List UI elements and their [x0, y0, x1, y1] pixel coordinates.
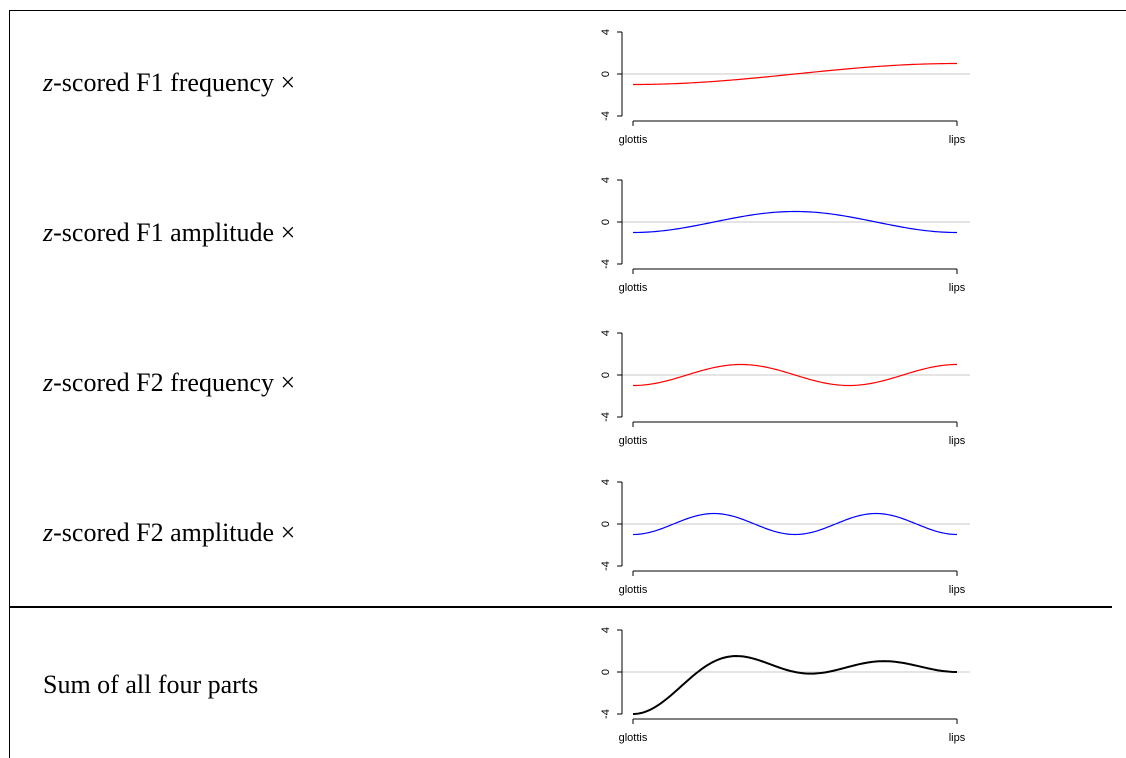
row-label-text: Sum of all four parts [43, 670, 259, 699]
x-tick-label: glottis [619, 134, 648, 146]
y-tick-label: -4 [600, 412, 612, 422]
panel-4: -4 0 4 glottis lips [600, 479, 970, 596]
x-tick-label: lips [949, 584, 966, 596]
row-label-text: -scored F2 frequency × [53, 368, 296, 397]
x-tick-label: glottis [619, 584, 648, 596]
x-tick-label: lips [949, 282, 966, 294]
y-tick-label: 0 [600, 521, 612, 527]
y-tick-label: 0 [600, 71, 612, 77]
y-tick-label: 0 [600, 372, 612, 378]
row-label-text: -scored F1 amplitude × [53, 218, 296, 247]
series-curve [632, 512, 958, 536]
y-tick-label: -4 [600, 709, 612, 719]
x-tick-label: lips [949, 435, 966, 447]
series-curve [632, 363, 958, 387]
series-curve [632, 210, 958, 234]
frame-left-border [9, 10, 10, 758]
panel-1: -4 0 4 glottis lips [600, 29, 970, 146]
y-tick-label: -4 [600, 259, 612, 269]
y-tick-label: -4 [600, 111, 612, 121]
x-tick-label: lips [949, 732, 966, 744]
row-label-prefix: z [43, 518, 54, 547]
y-tick-label: 4 [600, 29, 612, 35]
row-label-prefix: z [43, 368, 54, 397]
row-label-text: -scored F1 frequency × [53, 68, 296, 97]
panel-2: -4 0 4 glottis lips [600, 177, 970, 294]
row-label-prefix: z [43, 68, 54, 97]
row-label-prefix: z [43, 218, 54, 247]
row-label-f1-frequency: z-scored F1 frequency × [43, 70, 295, 96]
panel-5: -4 0 4 glottis lips [600, 627, 970, 744]
y-tick-label: 0 [600, 669, 612, 675]
row-label-f1-amplitude: z-scored F1 amplitude × [43, 220, 295, 246]
panel-3: -4 0 4 glottis lips [600, 330, 970, 447]
row-label-f2-frequency: z-scored F2 frequency × [43, 370, 295, 396]
y-tick-label: 4 [600, 479, 612, 485]
x-tick-label: lips [949, 134, 966, 146]
y-tick-label: 4 [600, 330, 612, 336]
series-curve [632, 655, 958, 715]
row-label-f2-amplitude: z-scored F2 amplitude × [43, 520, 295, 546]
x-tick-label: glottis [619, 435, 648, 447]
sum-divider-line [9, 606, 1112, 608]
row-label-sum: Sum of all four parts [43, 672, 258, 698]
row-label-text: -scored F2 amplitude × [53, 518, 296, 547]
frame-top-border [9, 10, 1126, 11]
y-tick-label: 4 [600, 177, 612, 183]
y-tick-label: -4 [600, 561, 612, 571]
x-tick-label: glottis [619, 282, 648, 294]
x-tick-label: glottis [619, 732, 648, 744]
series-curve [633, 62, 957, 86]
y-tick-label: 4 [600, 627, 612, 633]
y-tick-label: 0 [600, 219, 612, 225]
